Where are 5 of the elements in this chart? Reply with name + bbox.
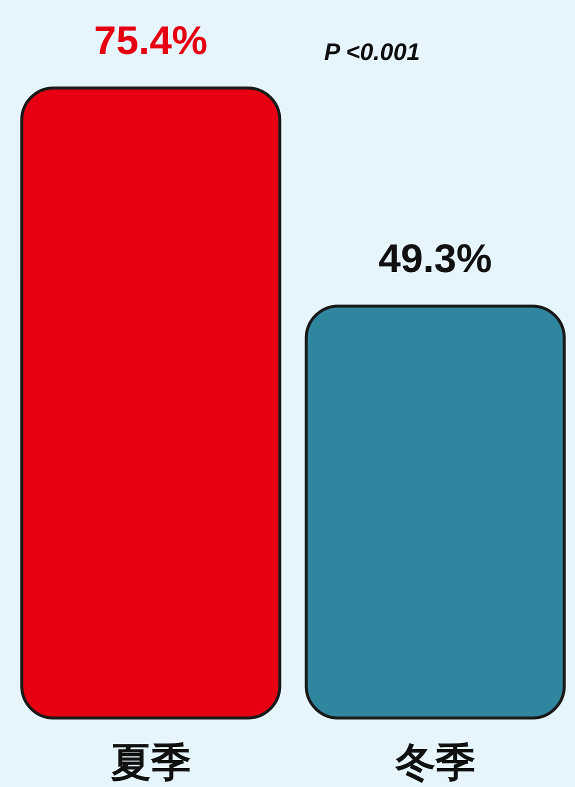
- text: P <0.001: [324, 39, 420, 66]
- x-tick-label: 冬季: [394, 740, 476, 786]
- data-label: 75.4%: [94, 19, 208, 63]
- data-label: 49.3%: [378, 237, 492, 282]
- x-tick-label: 夏季: [110, 740, 191, 786]
